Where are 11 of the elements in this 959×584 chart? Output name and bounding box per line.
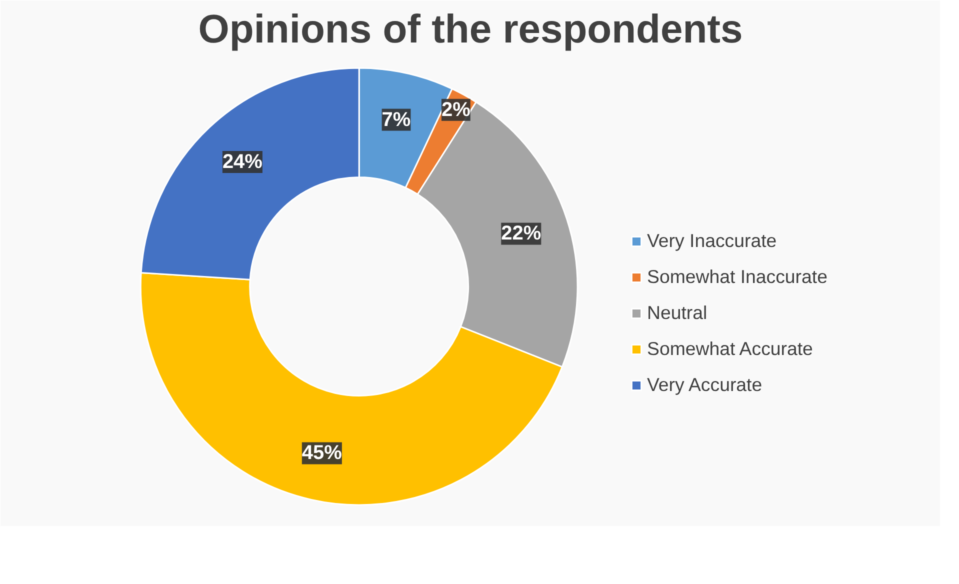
data-label: 24%: [222, 150, 263, 173]
data-label: 22%: [501, 222, 542, 245]
chart-title: Opinions of the respondents: [198, 8, 743, 52]
legend-label: Neutral: [647, 302, 708, 324]
data-label: 7%: [382, 108, 411, 131]
data-label: 2%: [441, 98, 471, 121]
legend-label: Very Accurate: [647, 374, 762, 396]
legend-label: Somewhat Inaccurate: [647, 266, 828, 288]
data-label: 45%: [302, 442, 342, 464]
legend-label: Very Inaccurate: [647, 230, 777, 252]
legend-label: Somewhat Accurate: [647, 338, 813, 360]
